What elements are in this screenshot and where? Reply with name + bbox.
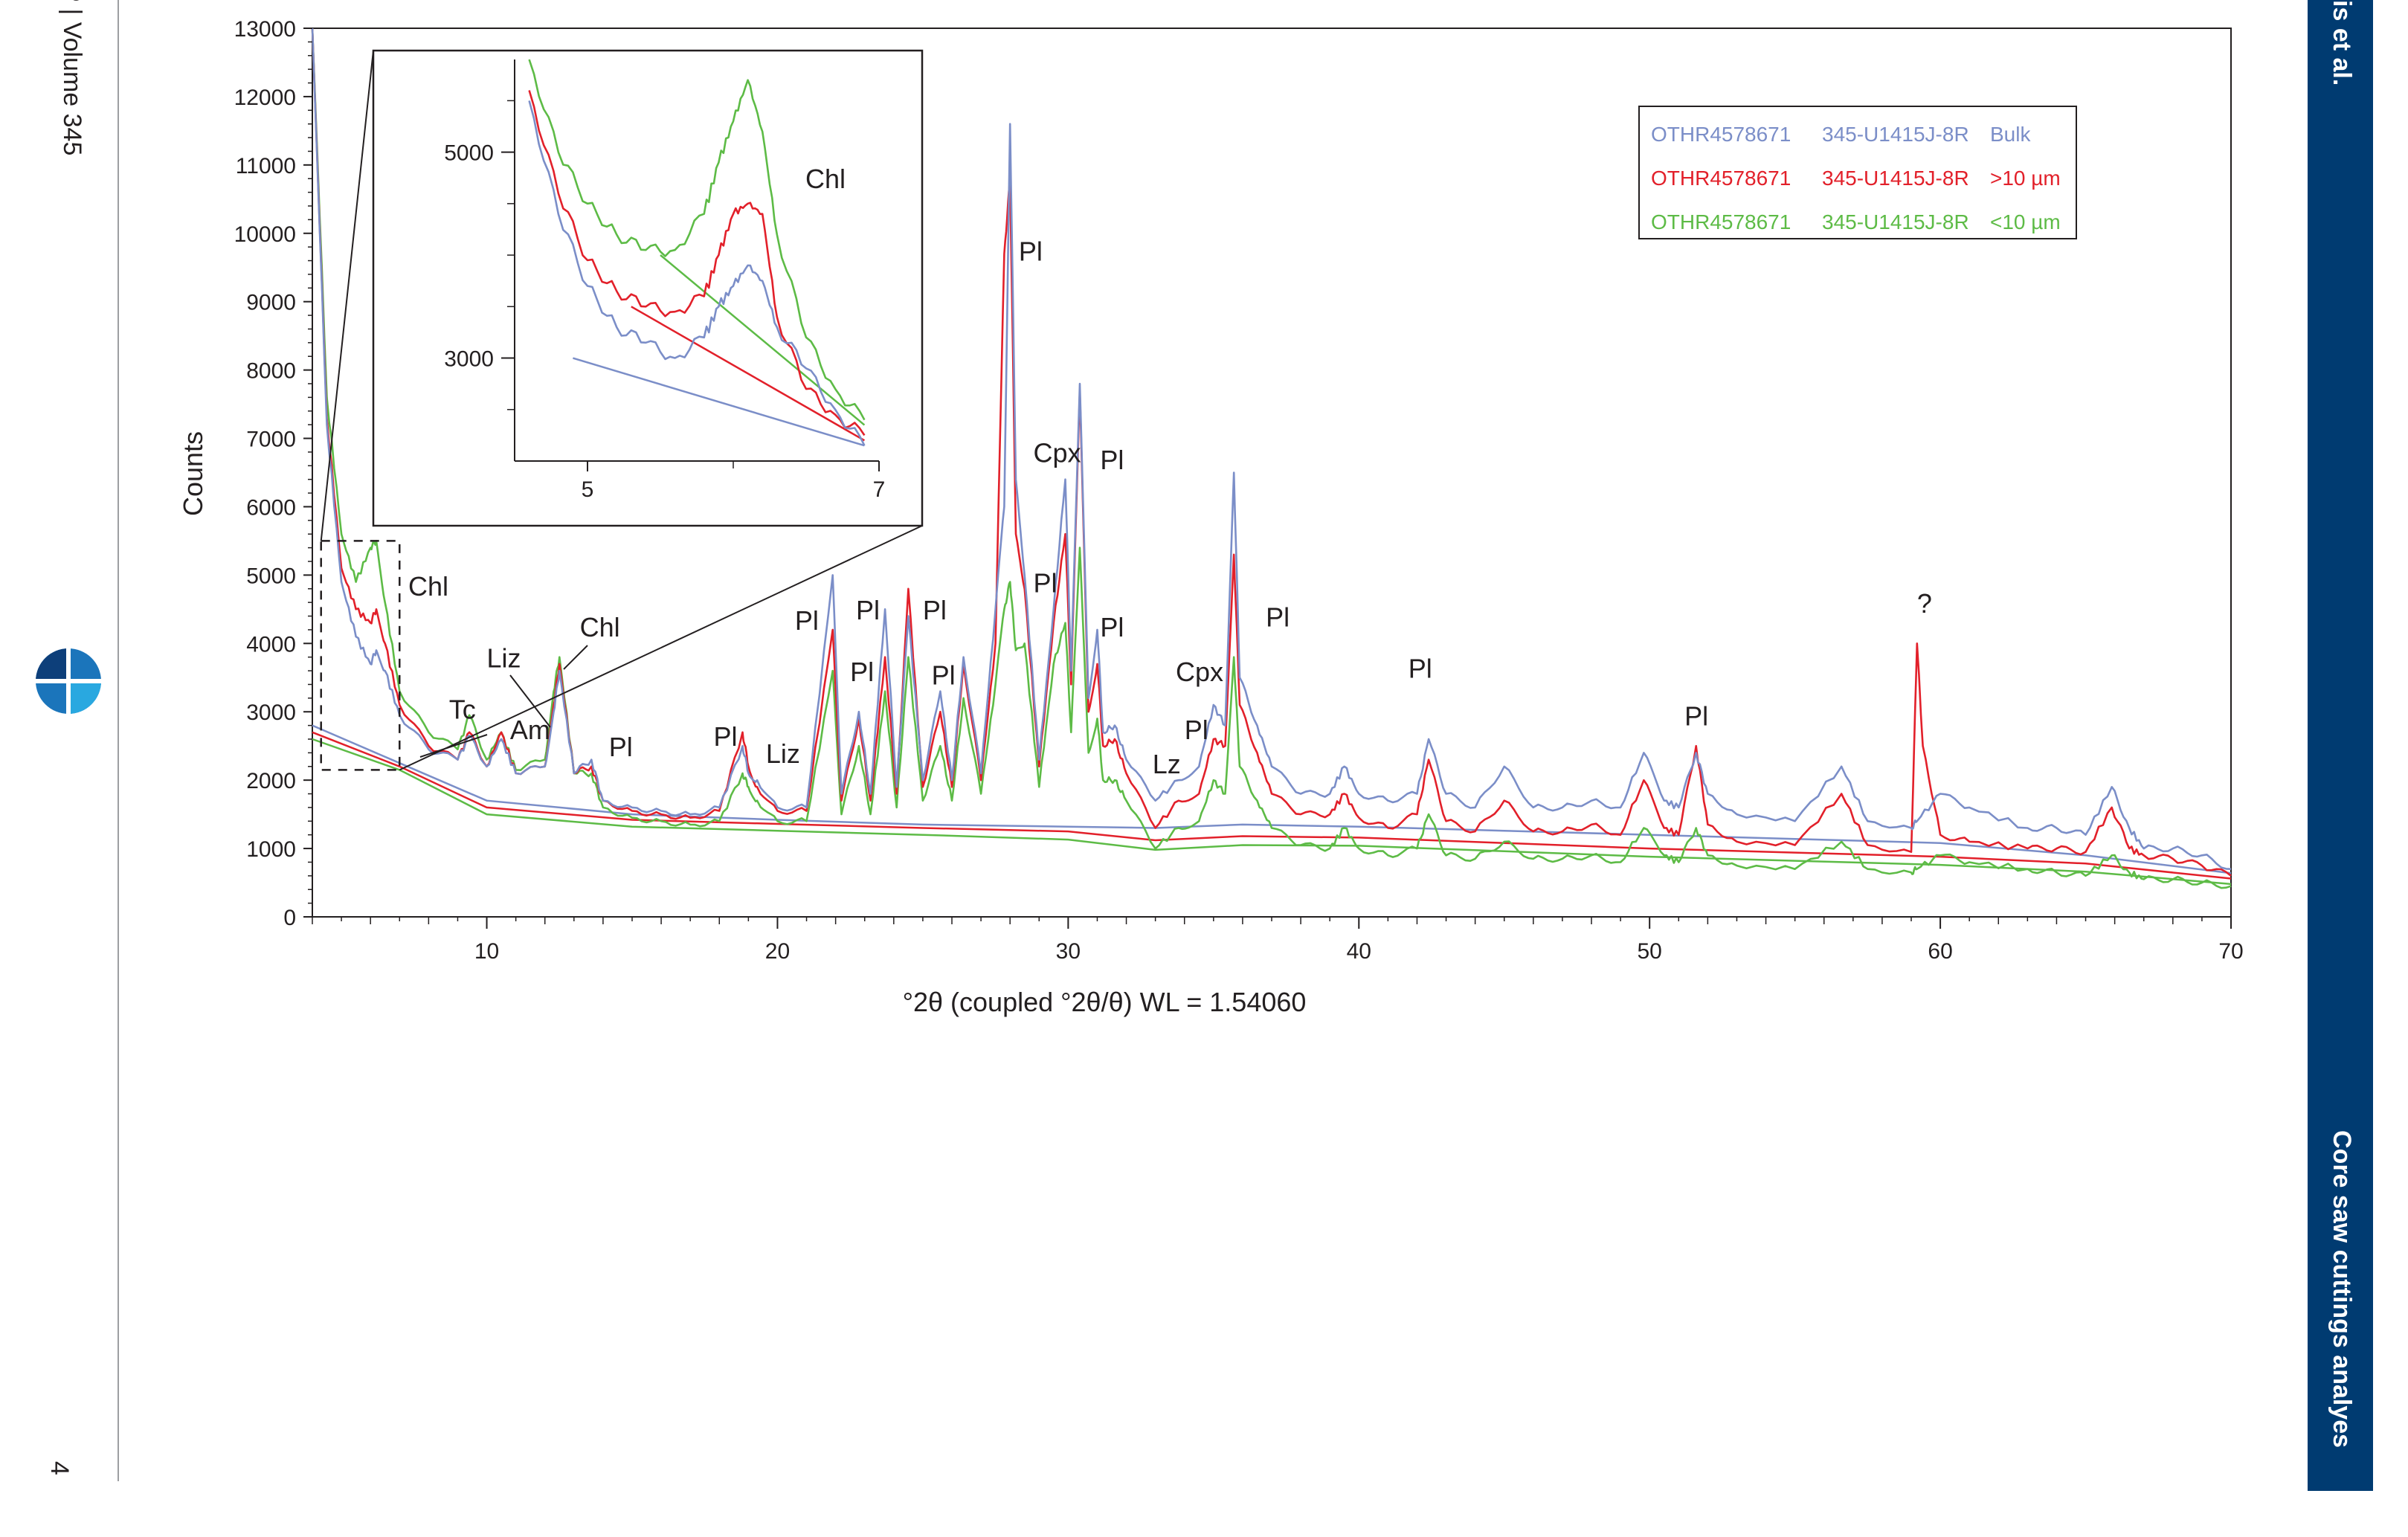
y-tick-label: 9000 <box>246 291 296 315</box>
y-tick-label: 3000 <box>246 700 296 725</box>
leader-am <box>419 734 488 758</box>
legend-id: OTHR4578671 <box>1651 167 1791 190</box>
peak-label: Pl <box>1019 236 1043 267</box>
x-tick-label: 20 <box>765 939 790 964</box>
y-tick-label: 6000 <box>246 495 296 520</box>
volume-label: P | Volume 345 <box>58 0 86 156</box>
y-tick-label: 2000 <box>246 769 296 793</box>
section-sidebar: is et al. Core saw cuttings analyes <box>2308 0 2373 1491</box>
inset-x-tick-label: 5 <box>582 477 594 502</box>
baseline-line <box>312 738 2232 886</box>
inset-source-rect <box>320 540 401 771</box>
peak-label: Pl <box>1684 701 1708 732</box>
x-tick-label: 30 <box>1056 939 1081 964</box>
y-tick-label: 5000 <box>246 564 296 588</box>
legend-sample: 345-U1415J-8R <box>1822 210 1969 233</box>
legend-sample: 345-U1415J-8R <box>1822 123 1969 146</box>
inset-baseline <box>573 357 865 447</box>
baseline-line <box>312 724 2232 874</box>
inset-x-tick-label: 7 <box>873 477 886 502</box>
x-axis-label: °2θ (coupled °2θ/θ) WL = 1.54060 <box>903 987 1307 1017</box>
peak-label: Tc <box>449 694 476 724</box>
x-tick-label: 60 <box>1928 939 1952 964</box>
legend-sample: 345-U1415J-8R <box>1822 167 1969 190</box>
inset-source-box <box>320 540 401 771</box>
peak-label: ? <box>1917 588 1932 619</box>
peak-label: Cpx <box>1176 657 1223 687</box>
y-tick-label: 0 <box>283 906 296 930</box>
legend-fraction: Bulk <box>1990 123 2031 146</box>
baselines <box>312 724 2232 886</box>
leader-liz <box>509 674 551 728</box>
x-tick-label: 70 <box>2218 939 2243 964</box>
inset-y-tick-label: 3000 <box>444 347 494 372</box>
iodp-logo-icon <box>34 647 103 715</box>
legend-id: OTHR4578671 <box>1651 123 1791 146</box>
inset-connector <box>399 525 923 771</box>
peak-label: Pl <box>713 721 737 752</box>
peak-label: Pl <box>856 595 880 625</box>
y-tick-label: 10000 <box>234 222 296 247</box>
baseline-line <box>312 731 2232 880</box>
x-tick-label: 10 <box>474 939 499 964</box>
inset-baseline <box>660 254 866 426</box>
inset-series-line <box>528 59 866 421</box>
y-axis-label: Counts <box>178 431 208 516</box>
legend: OTHR4578671 345-U1415J-8R Bulk OTHR4578671 3… <box>1638 106 2077 239</box>
x-axis-ticks: 10 20 30 40 50 60 70 <box>312 917 2244 964</box>
peak-label: Pl <box>795 605 819 636</box>
section-title: Core saw cuttings analyes <box>2328 1130 2356 1449</box>
legend-fraction: >10 µm <box>1990 167 2061 190</box>
x-tick-label: 50 <box>1637 939 1661 964</box>
legend-id: OTHR4578671 <box>1651 210 1791 233</box>
x-tick-label: 40 <box>1347 939 1371 964</box>
peak-label: Cpx <box>1033 438 1081 468</box>
inset-y-tick-label: 5000 <box>444 141 494 166</box>
y-tick-label: 12000 <box>234 86 296 110</box>
peak-label: Pl <box>1100 445 1124 475</box>
peak-label: Pl <box>932 660 956 690</box>
inset-connector <box>320 50 374 541</box>
page-number: 4 <box>45 1461 74 1475</box>
author-running-head: is et al. <box>2328 0 2356 86</box>
peak-label: Chl <box>408 571 448 602</box>
peak-label: Lz <box>1153 749 1181 779</box>
annotation-leaders <box>419 645 588 758</box>
y-tick-label: 11000 <box>236 154 296 178</box>
inset-frame <box>372 49 924 527</box>
y-tick-label: 8000 <box>246 359 296 384</box>
y-tick-label: 7000 <box>246 428 296 452</box>
y-tick-label: 13000 <box>234 17 296 42</box>
inset-baseline <box>631 306 866 442</box>
peak-label: Pl <box>609 732 633 762</box>
peak-label: Pl <box>923 595 947 625</box>
inset-series-line <box>528 100 866 446</box>
legend-fraction: <10 µm <box>1990 210 2061 233</box>
peak-label: Pl <box>1409 653 1432 683</box>
margin-divider <box>117 0 119 1481</box>
y-axis-ticks: 0 1000 2000 3000 4000 5000 6000 7000 8000 9000 100… <box>234 17 312 930</box>
peak-label: Pl <box>1033 567 1057 598</box>
peak-label: Pl <box>1100 612 1124 642</box>
peak-label: Pl <box>1185 715 1208 745</box>
leader-chl <box>563 645 588 670</box>
peak-label: Pl <box>1266 602 1290 632</box>
peak-label: Chl <box>580 612 620 642</box>
inset-chart: 3000 5000 5 7 Chl <box>320 49 924 771</box>
y-tick-label: 1000 <box>246 837 296 862</box>
inset-annotation: Chl <box>805 164 846 194</box>
series-lines <box>311 28 2232 889</box>
peak-label: Am <box>510 715 550 745</box>
peak-label: Liz <box>766 738 800 769</box>
y-tick-label: 4000 <box>246 632 296 657</box>
peak-label: Liz <box>487 642 521 673</box>
peak-annotations: Chl Tc Liz Am Chl Pl Pl Liz Pl Pl Pl Pl Pl Pl Cpx Pl Pl P… <box>408 236 1932 779</box>
inset-series-line <box>528 90 866 436</box>
series-line <box>311 28 2232 870</box>
peak-label: Pl <box>850 657 874 687</box>
legend-box <box>1638 106 2077 239</box>
